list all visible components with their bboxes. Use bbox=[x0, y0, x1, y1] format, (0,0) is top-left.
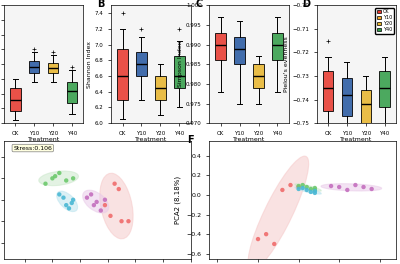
Point bbox=[312, 191, 318, 195]
PathPatch shape bbox=[117, 49, 128, 100]
Point bbox=[56, 192, 62, 196]
PathPatch shape bbox=[48, 63, 58, 73]
Point bbox=[255, 237, 261, 241]
Point bbox=[94, 200, 100, 204]
Ellipse shape bbox=[39, 171, 78, 186]
PathPatch shape bbox=[155, 76, 166, 100]
Point bbox=[368, 187, 375, 191]
Ellipse shape bbox=[100, 173, 133, 239]
Point bbox=[56, 171, 62, 175]
Point bbox=[352, 183, 359, 187]
PathPatch shape bbox=[136, 53, 147, 76]
Text: Stress:0.106: Stress:0.106 bbox=[13, 145, 52, 150]
X-axis label: Treatment: Treatment bbox=[28, 137, 60, 142]
PathPatch shape bbox=[360, 90, 371, 123]
Point bbox=[287, 183, 294, 187]
X-axis label: Treatment: Treatment bbox=[135, 137, 167, 142]
Point bbox=[296, 187, 302, 191]
Point bbox=[304, 188, 310, 192]
Point bbox=[308, 190, 314, 194]
Point bbox=[271, 242, 278, 246]
Ellipse shape bbox=[248, 156, 309, 264]
Point bbox=[344, 188, 350, 192]
Ellipse shape bbox=[83, 190, 109, 213]
Point bbox=[102, 203, 108, 207]
PathPatch shape bbox=[174, 56, 184, 88]
Point bbox=[70, 198, 76, 202]
X-axis label: Treatment: Treatment bbox=[340, 137, 372, 142]
PathPatch shape bbox=[29, 61, 40, 73]
Point bbox=[296, 185, 302, 189]
PathPatch shape bbox=[216, 33, 226, 60]
Point bbox=[91, 203, 97, 207]
Point bbox=[112, 182, 118, 186]
PathPatch shape bbox=[253, 64, 264, 88]
PathPatch shape bbox=[272, 33, 283, 60]
Text: C: C bbox=[195, 0, 202, 10]
Point bbox=[312, 189, 318, 193]
Point bbox=[296, 184, 302, 188]
Point bbox=[88, 192, 94, 196]
Y-axis label: Shannon Index: Shannon Index bbox=[87, 41, 92, 88]
Y-axis label: PCA2 (8.18%): PCA2 (8.18%) bbox=[174, 176, 181, 224]
PathPatch shape bbox=[323, 71, 333, 111]
Point bbox=[300, 183, 306, 187]
Point bbox=[52, 174, 58, 178]
Ellipse shape bbox=[57, 191, 78, 212]
Point bbox=[98, 208, 104, 213]
Point bbox=[60, 196, 67, 200]
Text: F: F bbox=[187, 135, 194, 145]
Point bbox=[125, 219, 132, 223]
PathPatch shape bbox=[10, 88, 20, 111]
Point bbox=[63, 178, 70, 183]
PathPatch shape bbox=[342, 78, 352, 116]
Point bbox=[107, 214, 114, 218]
Point bbox=[308, 187, 314, 191]
Point bbox=[84, 196, 90, 200]
Ellipse shape bbox=[295, 184, 321, 191]
Point bbox=[63, 203, 70, 207]
Legend: CK, Y10, Y20, Y40: CK, Y10, Y20, Y40 bbox=[375, 8, 394, 34]
Point bbox=[360, 185, 367, 189]
Point bbox=[66, 206, 72, 210]
Point bbox=[49, 176, 56, 181]
Ellipse shape bbox=[321, 184, 382, 191]
Point bbox=[279, 188, 286, 192]
Point bbox=[336, 185, 342, 189]
Point bbox=[263, 232, 269, 236]
Text: D: D bbox=[302, 0, 310, 10]
Point bbox=[70, 176, 76, 181]
Point bbox=[102, 198, 108, 202]
PathPatch shape bbox=[380, 71, 390, 107]
Point bbox=[118, 219, 125, 223]
Text: B: B bbox=[97, 0, 104, 10]
Point bbox=[304, 185, 310, 189]
PathPatch shape bbox=[234, 37, 245, 64]
Y-axis label: Pielou's evenness: Pielou's evenness bbox=[284, 36, 289, 92]
Point bbox=[300, 186, 306, 190]
Point bbox=[328, 184, 334, 188]
Point bbox=[312, 188, 318, 192]
Point bbox=[42, 182, 49, 186]
X-axis label: Treatment: Treatment bbox=[233, 137, 265, 142]
Ellipse shape bbox=[295, 187, 321, 194]
Point bbox=[312, 186, 318, 190]
Point bbox=[68, 201, 75, 205]
PathPatch shape bbox=[67, 82, 77, 102]
Y-axis label: Simpson Index: Simpson Index bbox=[178, 41, 183, 87]
Point bbox=[116, 187, 122, 191]
